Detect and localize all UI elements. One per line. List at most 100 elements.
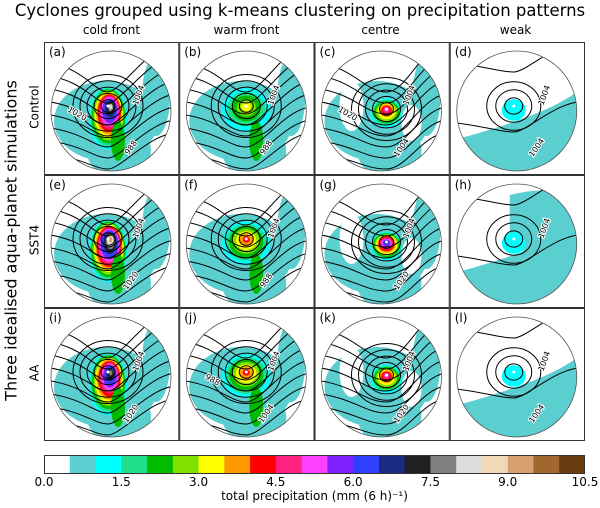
pressure-contour xyxy=(51,239,171,281)
pressure-contour xyxy=(51,346,171,392)
pressure-contour xyxy=(51,317,171,359)
panel-label: (b) xyxy=(184,45,201,59)
colorbar-bin xyxy=(533,455,560,474)
pressure-contour xyxy=(210,207,282,271)
precip-level xyxy=(109,237,113,243)
colorbar-bin xyxy=(224,455,251,474)
pressure-contour xyxy=(321,239,442,281)
map-boundary xyxy=(185,50,307,172)
panel-label: (f) xyxy=(184,178,198,192)
colorbar-bin xyxy=(275,455,303,474)
cyclone-centre-marker xyxy=(385,107,388,111)
panel-label: (i) xyxy=(49,311,62,325)
row-label-aa: AA xyxy=(27,364,42,382)
pressure-contour xyxy=(186,184,307,226)
row-label-control: Control xyxy=(27,85,42,129)
pressure-contour xyxy=(365,89,408,129)
pressure-contour xyxy=(321,51,442,93)
pressure-contour xyxy=(321,93,442,137)
colorbar-tick-label: 0.0 xyxy=(34,475,54,489)
column-label-cold-front: cold front xyxy=(82,23,141,37)
map-boundary xyxy=(321,50,442,172)
cyclone-centre-marker xyxy=(244,370,248,374)
map-boundary xyxy=(321,183,442,305)
pressure-contour xyxy=(365,355,408,395)
colorbar-tick-label: 7.5 xyxy=(420,475,440,489)
pressure-contour xyxy=(321,213,442,259)
pressure-contour xyxy=(372,361,401,389)
pressure-contour xyxy=(51,252,171,292)
pressure-contour xyxy=(186,346,307,392)
map-disc xyxy=(51,184,171,304)
pressure-contour xyxy=(321,346,442,392)
pressure-contour xyxy=(100,232,116,246)
panel-h: (h)1004 xyxy=(449,175,585,308)
pressure-contour xyxy=(186,359,307,403)
pressure-contour xyxy=(486,347,542,397)
column-label-weak: weak xyxy=(499,23,532,37)
pressure-contour xyxy=(51,385,171,425)
pressure-contour xyxy=(372,228,401,256)
column-label-centre: centre xyxy=(361,23,400,37)
map-disc xyxy=(51,317,171,437)
pressure-contour xyxy=(72,340,144,404)
cyclone-centre-marker xyxy=(385,240,388,244)
map-boundary xyxy=(456,316,578,438)
colorbar-label: total precipitation (mm (6 h)⁻¹) xyxy=(221,489,408,503)
pressure-contour xyxy=(456,234,577,266)
colorbar-bin xyxy=(327,455,354,474)
colorbar-bin xyxy=(69,455,97,474)
map-boundary xyxy=(321,316,442,438)
cyclone-centre-marker xyxy=(106,104,110,108)
colorbar-bin xyxy=(404,455,431,474)
map-boundary xyxy=(185,316,307,438)
pressure-contour xyxy=(238,232,254,246)
pressure-contour xyxy=(321,119,442,159)
pressure-contour xyxy=(321,359,442,403)
pressure-contour xyxy=(456,51,577,73)
pressure-contour xyxy=(217,80,275,132)
map-boundary xyxy=(185,183,307,305)
pressure-contour xyxy=(238,365,254,379)
map-disc xyxy=(456,51,577,171)
pressure-contour xyxy=(495,222,533,256)
cyclone-centre-marker xyxy=(244,237,248,241)
map-disc xyxy=(186,317,307,437)
pressure-contour xyxy=(358,349,415,401)
pressure-contour xyxy=(456,184,577,206)
pressure-contour xyxy=(504,97,524,115)
column-label-warm-front: warm front xyxy=(213,23,280,37)
colorbar-bin xyxy=(353,455,380,474)
map-disc xyxy=(186,51,307,171)
pressure-contour xyxy=(321,372,442,414)
pressure-contour xyxy=(321,252,442,292)
colorbar-bin xyxy=(44,455,71,474)
cyclone-centre-marker xyxy=(106,237,110,241)
pressure-contour xyxy=(79,80,137,132)
pressure-contour xyxy=(51,372,171,414)
colorbar-bin xyxy=(250,455,277,474)
pressure-contour xyxy=(365,222,408,262)
colorbar-bin xyxy=(559,455,585,474)
pressure-contour xyxy=(321,80,442,126)
precip-region xyxy=(456,81,577,171)
pressure-contour xyxy=(186,213,307,259)
pressure-contour xyxy=(186,385,307,425)
pressure-contour xyxy=(186,119,307,159)
pressure-contour xyxy=(100,365,116,379)
map-boundary xyxy=(456,50,578,172)
pressure-contour xyxy=(321,184,442,226)
colorbar-tick-label: 10.5 xyxy=(571,475,599,489)
pressure-contour xyxy=(321,226,442,270)
pressure-contour xyxy=(100,99,116,113)
pressure-contour xyxy=(186,239,307,281)
panel-label: (h) xyxy=(455,178,472,192)
precip-level xyxy=(109,370,113,376)
pressure-contour xyxy=(456,367,577,399)
y-super-label: Three idealised aqua-planet simulations xyxy=(1,80,21,401)
